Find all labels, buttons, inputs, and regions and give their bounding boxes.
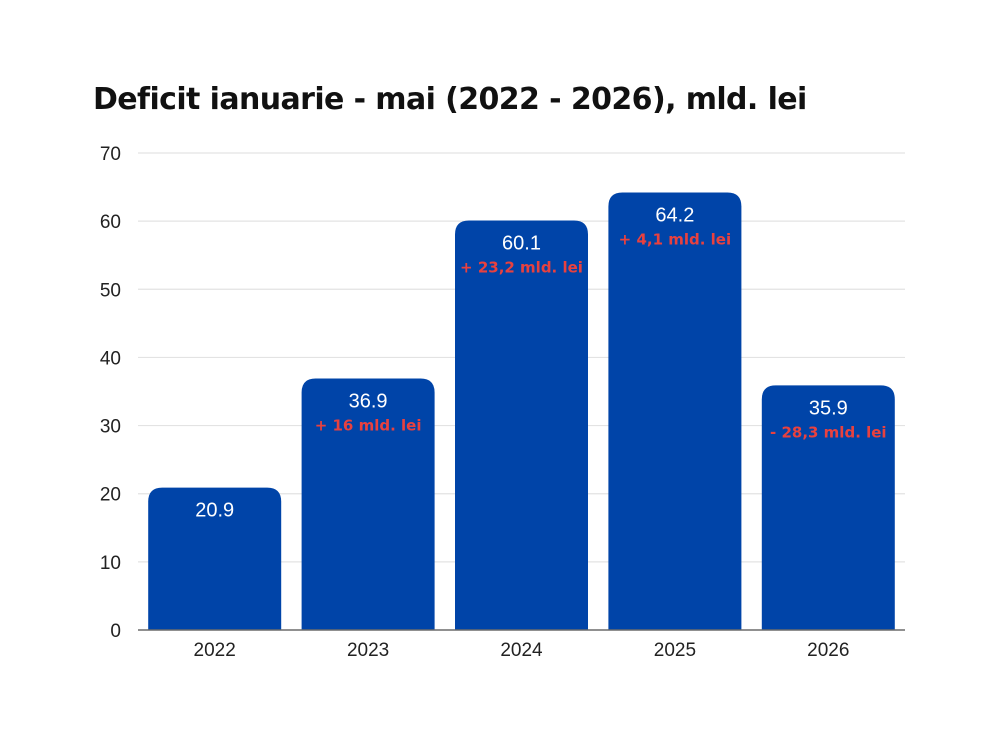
bar-value-label: 60.1: [502, 232, 541, 254]
bar-change-label: + 16 mld. lei: [315, 417, 422, 435]
x-tick-label: 2022: [194, 640, 236, 661]
y-axis-ticks: 0 10 20 30 40 50 60 70: [100, 144, 121, 642]
y-tick-label: 50: [100, 280, 121, 301]
x-tick-label: 2023: [347, 640, 389, 661]
chart-title: Deficit ianuarie - mai (2022 - 2026), ml…: [93, 82, 807, 117]
bar-2026: [761, 385, 895, 630]
y-tick-label: 20: [100, 485, 121, 506]
bar-value-label: 64.2: [655, 205, 694, 227]
bar-2024: [455, 220, 588, 630]
bar-2023: [301, 378, 435, 630]
bar-change-label: + 23,2 mld. lei: [460, 258, 583, 276]
y-tick-label: 0: [110, 621, 121, 642]
y-tick-label: 60: [100, 212, 121, 233]
y-tick-label: 10: [100, 553, 121, 574]
y-tick-label: 30: [100, 417, 121, 438]
bar-value-label: 20.9: [195, 500, 234, 522]
y-tick-label: 70: [100, 144, 121, 165]
x-tick-label: 2026: [807, 640, 849, 661]
bar-2025: [608, 192, 742, 630]
x-tick-label: 2024: [500, 640, 543, 661]
y-tick-label: 40: [100, 348, 121, 369]
x-axis-ticks: 2022 2023 2024 2025 2026: [194, 640, 850, 661]
bar-change-label: - 28,3 mld. lei: [770, 423, 887, 441]
bar-value-label: 36.9: [349, 391, 388, 413]
bars: 20.9 36.9 + 16 mld. lei 60.1 + 23,2 mld. lei…: [148, 192, 895, 630]
x-tick-label: 2025: [654, 640, 696, 661]
bar-2022: [148, 487, 282, 630]
bar-value-label: 35.9: [809, 397, 848, 419]
bar-change-label: + 4,1 mld. lei: [619, 231, 731, 249]
